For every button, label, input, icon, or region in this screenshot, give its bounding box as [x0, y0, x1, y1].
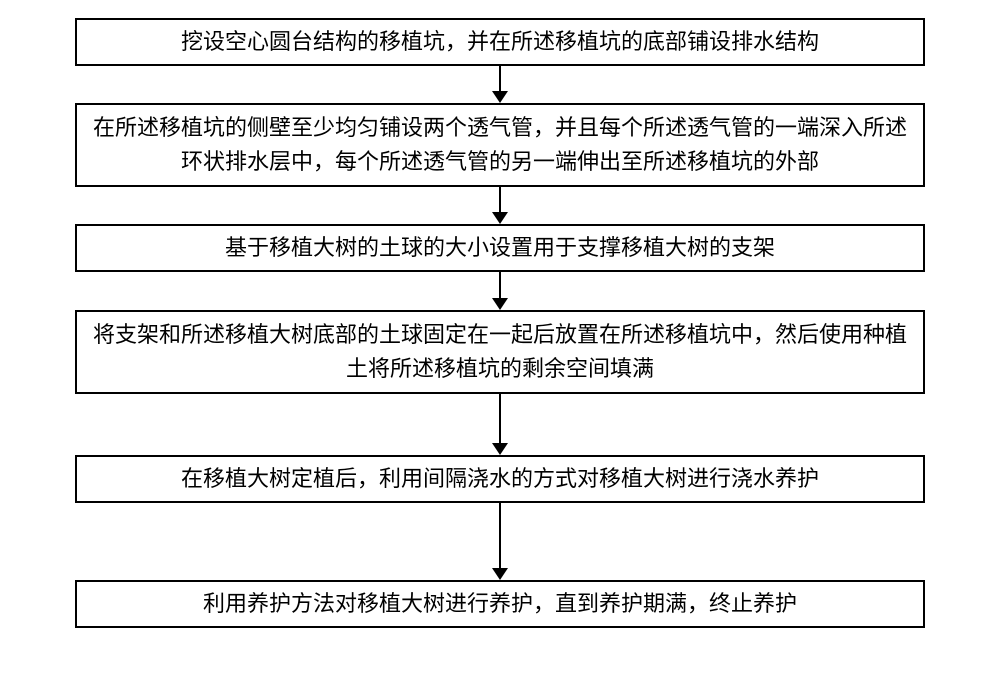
arrow-4-head [492, 443, 508, 455]
arrow-1-line [499, 66, 501, 91]
arrow-2-head [492, 212, 508, 224]
flow-step-4: 将支架和所述移植大树底部的土球固定在一起后放置在所述移植坑中，然后使用种植土将所… [75, 310, 925, 394]
arrow-2-line [499, 187, 501, 212]
arrow-3-line [499, 272, 501, 298]
arrow-3-head [492, 298, 508, 310]
flowchart-canvas: 挖设空心圆台结构的移植坑，并在所述移植坑的底部铺设排水结构 在所述移植坑的侧壁至… [0, 0, 1000, 674]
flow-step-4-text: 将支架和所述移植大树底部的土球固定在一起后放置在所述移植坑中，然后使用种植土将所… [89, 318, 911, 386]
flow-step-2-text: 在所述移植坑的侧壁至少均匀铺设两个透气管，并且每个所述透气管的一端深入所述环状排… [89, 111, 911, 179]
flow-step-5: 在移植大树定植后，利用间隔浇水的方式对移植大树进行浇水养护 [75, 455, 925, 503]
flow-step-2: 在所述移植坑的侧壁至少均匀铺设两个透气管，并且每个所述透气管的一端深入所述环状排… [75, 103, 925, 187]
flow-step-1: 挖设空心圆台结构的移植坑，并在所述移植坑的底部铺设排水结构 [75, 18, 925, 66]
arrow-4-line [499, 394, 501, 443]
arrow-1-head [492, 91, 508, 103]
flow-step-6-text: 利用养护方法对移植大树进行养护，直到养护期满，终止养护 [203, 587, 797, 621]
flow-step-3-text: 基于移植大树的土球的大小设置用于支撑移植大树的支架 [225, 231, 775, 265]
arrow-5-line [499, 503, 501, 568]
flow-step-3: 基于移植大树的土球的大小设置用于支撑移植大树的支架 [75, 224, 925, 272]
flow-step-6: 利用养护方法对移植大树进行养护，直到养护期满，终止养护 [75, 580, 925, 628]
flow-step-5-text: 在移植大树定植后，利用间隔浇水的方式对移植大树进行浇水养护 [181, 462, 819, 496]
flow-step-1-text: 挖设空心圆台结构的移植坑，并在所述移植坑的底部铺设排水结构 [181, 25, 819, 59]
arrow-5-head [492, 568, 508, 580]
